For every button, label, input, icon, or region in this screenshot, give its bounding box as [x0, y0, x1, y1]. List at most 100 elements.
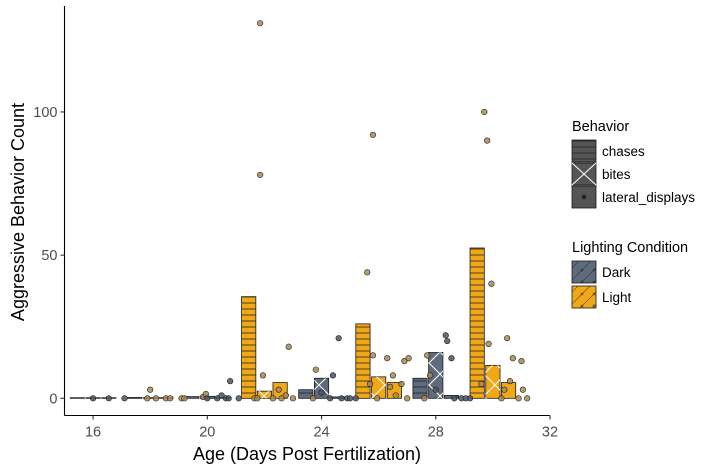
- data-point: [364, 269, 371, 276]
- data-point: [326, 395, 334, 402]
- data-point: [275, 386, 282, 393]
- data-point: [374, 395, 381, 402]
- data-point: [405, 355, 412, 362]
- data-point: [515, 395, 522, 402]
- data-point: [366, 380, 374, 388]
- data-point: [501, 386, 508, 393]
- x-tick-label: 24: [313, 425, 329, 441]
- data-point: [269, 395, 277, 402]
- data-point: [389, 372, 397, 379]
- data-point: [254, 395, 261, 402]
- data-point: [285, 343, 292, 350]
- legend-behavior-lateral_displays: lateral_displays: [571, 185, 695, 209]
- data-point: [386, 383, 394, 390]
- data-point: [444, 337, 451, 345]
- x-tick-label: 16: [85, 425, 101, 441]
- y-tick-label: 50: [41, 248, 57, 264]
- data-point: [318, 389, 325, 396]
- bar-chases-light-26: [355, 323, 371, 399]
- legend-lighting-title: Lighting Condition: [572, 240, 688, 256]
- data-point: [442, 332, 449, 339]
- bar-bites-light-26: [371, 376, 387, 399]
- data-point: [259, 372, 267, 379]
- legend-label: chases: [602, 144, 645, 159]
- data-point: [235, 395, 242, 402]
- legend-lighting-dark: Dark: [571, 260, 631, 284]
- data-point: [257, 171, 264, 179]
- data-point: [485, 340, 492, 348]
- bar-bites-dark-24: [313, 377, 330, 399]
- data-point: [181, 395, 188, 402]
- legend-behavior-chases: chases: [571, 139, 645, 163]
- x-axis-title: Age (Days Post Fertilization): [193, 444, 421, 464]
- data-point: [309, 395, 317, 402]
- data-point: [509, 355, 516, 362]
- data-point: [218, 392, 225, 399]
- data-point: [518, 357, 525, 365]
- data-point: [147, 386, 154, 393]
- y-axis-ticks: 0 50 100: [33, 105, 65, 407]
- x-tick-label: 28: [428, 425, 444, 441]
- x-tick-label: 32: [542, 425, 558, 441]
- x-axis-ticks: 16 20 24 28 32: [85, 415, 558, 441]
- data-point: [346, 395, 354, 402]
- legend-lighting: Lighting Condition Dark Light: [571, 240, 688, 309]
- bar-bites-light-30: [485, 364, 501, 399]
- legend-label: Dark: [602, 265, 631, 280]
- points-layer: [89, 20, 531, 402]
- legend-label: lateral_displays: [602, 190, 695, 205]
- data-point: [401, 357, 408, 365]
- data-point: [392, 392, 399, 399]
- bars-layer: [69, 247, 517, 399]
- data-point: [498, 395, 505, 402]
- legend-label: Light: [602, 290, 632, 305]
- data-point: [204, 395, 211, 402]
- data-point: [282, 392, 289, 399]
- data-point: [289, 395, 297, 402]
- bar-chases-dark-16: [69, 397, 85, 399]
- legend-behavior: Behavior chases bites lateral_displays: [571, 119, 695, 209]
- bar-bites-dark-28: [428, 352, 444, 399]
- data-point: [369, 352, 377, 359]
- data-point: [278, 395, 285, 402]
- data-point: [225, 395, 232, 402]
- x-tick-label: 20: [199, 425, 215, 441]
- data-point: [329, 372, 337, 379]
- data-point: [384, 355, 391, 362]
- bar-chases-dark-28: [412, 377, 428, 399]
- data-point: [488, 280, 495, 287]
- data-point: [504, 335, 511, 342]
- bar-chases-light-22: [241, 296, 257, 399]
- data-point: [484, 137, 491, 144]
- data-point: [312, 366, 319, 373]
- data-point: [167, 395, 174, 402]
- legend-behavior-bites: bites: [571, 162, 631, 186]
- y-axis-title: Aggressive Behavior Count: [8, 103, 28, 321]
- bar-chases-light-30: [469, 247, 485, 399]
- data-point: [506, 378, 514, 385]
- data-point: [466, 395, 474, 402]
- bar-chases-dark-24: [298, 389, 314, 399]
- bar-bites-light-22: [256, 390, 272, 399]
- data-point: [478, 380, 485, 388]
- data-point: [481, 108, 488, 116]
- data-point: [227, 378, 234, 385]
- legend-label: bites: [602, 167, 631, 182]
- data-point: [432, 386, 439, 393]
- data-point: [519, 386, 526, 393]
- data-point: [144, 395, 151, 402]
- data-point: [421, 395, 428, 402]
- data-point: [257, 20, 264, 27]
- data-point: [451, 395, 458, 402]
- data-point: [424, 352, 431, 359]
- data-point: [105, 395, 112, 402]
- data-point: [398, 380, 405, 388]
- data-point: [404, 395, 411, 402]
- data-point: [121, 395, 128, 402]
- data-point: [335, 335, 342, 342]
- data-point: [524, 395, 531, 402]
- data-point: [448, 355, 455, 362]
- data-point: [89, 395, 97, 402]
- data-point: [426, 372, 434, 379]
